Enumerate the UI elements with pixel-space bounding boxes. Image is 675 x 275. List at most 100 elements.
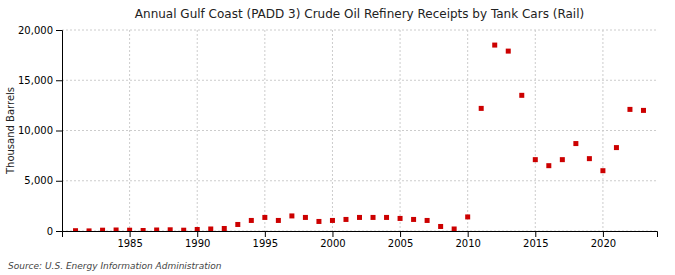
tick-mark	[332, 231, 333, 237]
point	[479, 106, 484, 111]
tick: 0	[47, 226, 62, 237]
tick-mark	[468, 231, 469, 237]
tick-label: 2015	[523, 238, 548, 249]
point	[114, 227, 119, 231]
point	[303, 215, 308, 220]
grid-line	[129, 30, 130, 231]
tick-label: 0	[47, 226, 53, 237]
title: Annual Gulf Coast (PADD 3) Crude Oil Ref…	[135, 7, 584, 21]
point	[546, 163, 551, 168]
point	[587, 156, 592, 161]
tick: 2005	[388, 231, 413, 249]
point	[195, 227, 200, 231]
y-axis: 0 5,000 10,000 15,000 20,000	[18, 25, 63, 237]
tick-mark	[56, 181, 62, 182]
point	[425, 218, 430, 223]
tick-label: 2020	[591, 238, 616, 249]
tick-label: 10,000	[18, 125, 53, 136]
tick-mark	[265, 231, 266, 237]
tick-mark	[56, 80, 62, 81]
point	[316, 219, 321, 224]
point	[154, 227, 159, 231]
tick: 2010	[455, 231, 480, 249]
grid	[62, 30, 657, 231]
tick-label: 2000	[320, 238, 345, 249]
tick-label: 20,000	[18, 25, 53, 36]
point	[452, 226, 457, 231]
point	[438, 224, 443, 229]
point	[492, 43, 497, 48]
point	[289, 213, 294, 218]
point	[384, 215, 389, 220]
tick-label: 15,000	[18, 75, 53, 86]
points	[73, 43, 646, 231]
tick-label: 5,000	[24, 175, 53, 186]
point	[330, 218, 335, 223]
tick: 20,000	[18, 25, 62, 36]
point	[222, 226, 227, 231]
point	[533, 157, 538, 162]
point	[168, 227, 173, 231]
axis-line	[63, 232, 658, 238]
grid-line	[264, 30, 265, 231]
point	[465, 214, 470, 219]
tick-mark	[197, 231, 198, 237]
point	[208, 226, 213, 231]
tick: 5,000	[24, 175, 62, 186]
tick-mark	[400, 231, 401, 237]
point	[641, 108, 646, 113]
point	[127, 228, 132, 231]
grid-line	[62, 180, 657, 181]
point	[235, 222, 240, 227]
point	[343, 217, 348, 222]
point	[276, 218, 281, 223]
grid-line	[62, 130, 657, 131]
point	[506, 49, 511, 54]
point	[87, 228, 92, 231]
tick-mark	[535, 231, 536, 237]
tick: 2015	[523, 231, 548, 249]
chart: 1985 1990 1995 2000 2005 2010 2015 2020 0 5,000 10…	[0, 0, 675, 275]
tick-label: 1990	[185, 238, 210, 249]
grid-line	[332, 30, 333, 231]
tick-label: 1985	[117, 238, 142, 249]
y-axis-title: Thousand Barrels	[5, 87, 16, 175]
grid-line	[62, 80, 657, 81]
axis-line	[56, 31, 63, 232]
point	[181, 228, 186, 231]
tick: 1995	[253, 231, 278, 249]
point	[600, 168, 605, 173]
point	[73, 228, 78, 231]
point	[573, 141, 578, 146]
tick-label: 2010	[455, 238, 480, 249]
tick-mark	[56, 131, 62, 132]
tick: 15,000	[18, 75, 62, 86]
point	[627, 107, 632, 112]
tick: 2000	[320, 231, 345, 249]
tick-mark	[130, 231, 131, 237]
point	[262, 215, 267, 220]
tick-mark	[603, 231, 604, 237]
tick: 10,000	[18, 125, 62, 136]
point	[614, 145, 619, 150]
grid-line	[197, 30, 198, 231]
tick-label: 2005	[388, 238, 413, 249]
tick: 2020	[591, 231, 616, 249]
source: Source: U.S. Energy Information Administ…	[8, 261, 222, 271]
point	[398, 216, 403, 221]
point	[560, 157, 565, 162]
tick: 1985	[117, 231, 142, 249]
point	[371, 215, 376, 220]
point	[100, 228, 105, 231]
tick-label: 1995	[253, 238, 278, 249]
grid-line	[62, 30, 657, 31]
plot: 1985 1990 1995 2000 2005 2010 2015 2020 0 5,000 10…	[18, 25, 658, 249]
tick-mark	[56, 231, 62, 232]
tick-mark	[56, 30, 62, 31]
point	[357, 215, 362, 220]
point	[411, 217, 416, 222]
x-axis: 1985 1990 1995 2000 2005 2010 2015 2020	[63, 231, 658, 249]
point	[249, 218, 254, 223]
point	[519, 93, 524, 98]
tick: 1990	[185, 231, 210, 249]
